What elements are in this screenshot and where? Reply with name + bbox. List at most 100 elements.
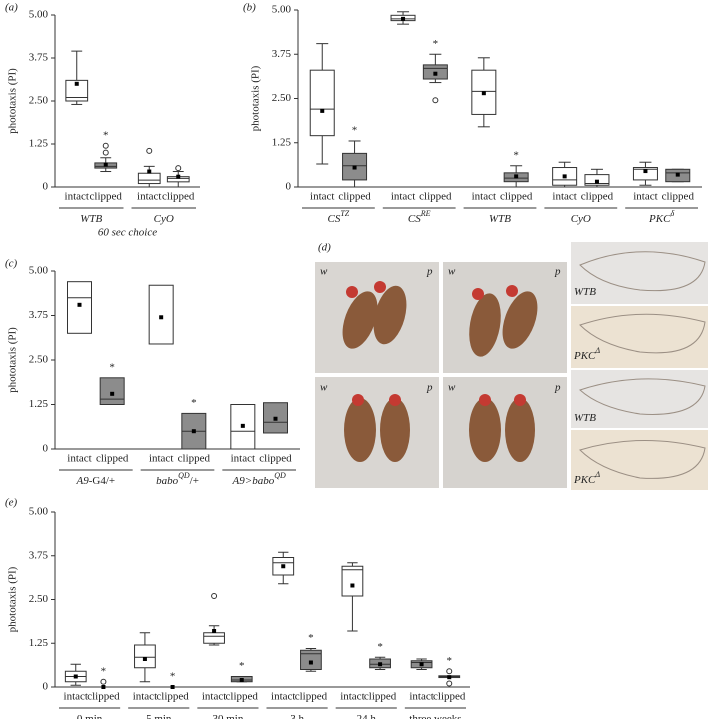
mean-marker	[281, 564, 286, 569]
label-part: babo	[156, 475, 179, 487]
panel-label: (d)	[318, 242, 331, 254]
mean-marker	[147, 169, 152, 174]
outlier	[432, 97, 439, 104]
y-tick-label: 1.25	[29, 138, 49, 150]
mean-marker	[419, 662, 424, 667]
label-part: PKC	[648, 213, 671, 225]
label-part: WTB	[574, 286, 596, 298]
x-tick-label: clipped	[433, 691, 466, 703]
outlier	[102, 142, 109, 149]
y-tick-label: 1.25	[272, 136, 292, 148]
label-part: 30 min	[212, 713, 243, 719]
label-part: WTB	[574, 412, 596, 424]
x-tick-label: intact	[340, 691, 364, 703]
group-label: CSRE	[408, 209, 431, 224]
box	[341, 565, 364, 597]
x-tick-label: clipped	[338, 191, 371, 203]
group-label: 30 min	[212, 713, 243, 719]
label-part: 3 h	[290, 713, 304, 719]
photo	[315, 262, 567, 488]
significance: *	[103, 129, 109, 141]
significance: *	[377, 641, 383, 653]
x-tick-label: intact	[137, 191, 161, 203]
x-tick-label: intact	[231, 453, 255, 465]
group-label: three weeks	[409, 713, 461, 719]
photo-label: w	[320, 266, 328, 278]
mean-marker	[350, 583, 355, 588]
y-tick-label: 0	[43, 181, 49, 193]
mean-marker	[675, 172, 680, 177]
mean-marker	[594, 179, 599, 184]
label-part: CS	[328, 213, 341, 225]
y-tick-label: 2.50	[29, 354, 49, 366]
group-label: A9-G4/+	[76, 475, 116, 487]
x-tick-label: intact	[310, 191, 334, 203]
group-label: 5 min	[146, 713, 172, 719]
y-tick-label: 5.00	[29, 506, 49, 518]
group-label: PKCδ	[648, 209, 674, 224]
mean-marker	[447, 675, 452, 680]
mean-marker	[433, 71, 438, 76]
y-tick-label: 5.00	[29, 9, 49, 21]
y-tick-label: 5.00	[29, 265, 49, 277]
mean-marker	[239, 678, 244, 682]
x-tick-label: clipped	[500, 191, 533, 203]
mean-marker	[273, 416, 278, 421]
label-part: CS	[408, 213, 421, 225]
box	[300, 649, 322, 670]
label-part: 0 min	[77, 713, 103, 719]
mean-marker	[103, 162, 108, 167]
mean-marker	[101, 685, 106, 689]
label-part: CyO	[571, 213, 591, 225]
x-tick-label: intact	[472, 191, 496, 203]
mean-marker	[308, 660, 313, 665]
box	[203, 632, 225, 644]
x-tick-label: clipped	[662, 191, 695, 203]
fly-eyes	[346, 281, 526, 406]
significance: *	[308, 632, 314, 644]
x-tick-label: clipped	[295, 691, 328, 703]
x-tick-label: intact	[202, 691, 226, 703]
mean-marker	[212, 629, 217, 633]
y-tick-label: 1.25	[29, 398, 49, 410]
x-tick-label: clipped	[90, 191, 123, 203]
y-tick-label: 3.75	[29, 309, 49, 321]
x-tick-label: clipped	[156, 691, 189, 703]
significance: *	[109, 361, 115, 373]
mean-marker	[352, 165, 357, 170]
x-tick-label: clipped	[226, 691, 259, 703]
panel-label: (b)	[243, 2, 256, 14]
group-label: CyO	[154, 213, 174, 225]
x-tick-label: clipped	[96, 453, 129, 465]
label-part: Δ	[594, 346, 600, 355]
label-part: /+	[190, 475, 199, 487]
mean-marker	[170, 685, 175, 689]
label-part: -G4/+	[89, 475, 115, 487]
label-part: TZ	[340, 209, 349, 218]
y-axis-label: phototaxis (PI)	[7, 68, 19, 134]
wing-label: WTB	[574, 412, 596, 424]
mean-marker	[191, 429, 196, 434]
significance: *	[170, 671, 176, 683]
mean-marker	[320, 108, 325, 113]
photo-label: w	[320, 382, 328, 394]
label-part: CyO	[154, 213, 174, 225]
label-part: A9	[76, 475, 90, 487]
x-tick-label: clipped	[364, 691, 397, 703]
significance: *	[239, 660, 245, 672]
photo-panel	[315, 242, 708, 490]
label-part: Δ	[594, 470, 600, 479]
wing-label: WTB	[574, 286, 596, 298]
y-tick-label: 2.50	[29, 95, 49, 107]
y-axis-label: phototaxis (PI)	[250, 65, 262, 131]
outlier	[175, 165, 182, 172]
group-label: CSTZ	[328, 209, 350, 224]
mean-marker	[176, 174, 181, 179]
y-tick-label: 2.50	[272, 92, 292, 104]
significance: *	[191, 397, 197, 409]
label-part: PKC	[573, 474, 596, 486]
mean-marker	[514, 174, 519, 179]
x-tick-label: intact	[149, 453, 173, 465]
box	[67, 281, 92, 334]
group-label: WTB	[489, 213, 511, 225]
